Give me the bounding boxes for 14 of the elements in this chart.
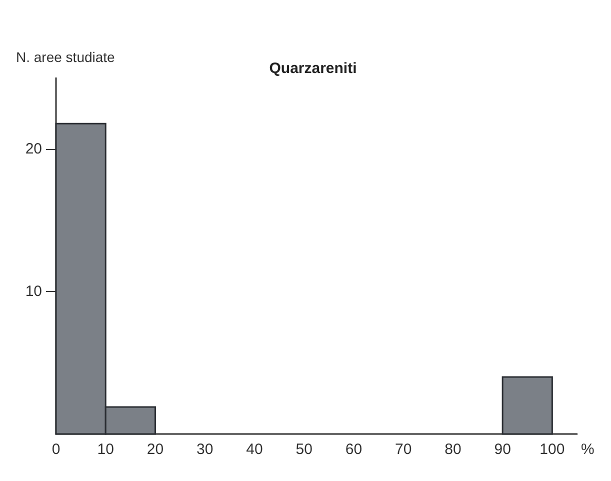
- x-tick-label: 50: [296, 441, 312, 458]
- x-tick-label: 90: [494, 441, 511, 458]
- x-tick-label: 80: [444, 441, 462, 458]
- y-axis-title: N. aree studiate: [16, 49, 116, 65]
- x-tick-label: 0: [52, 441, 60, 458]
- x-tick-label: 10: [97, 441, 114, 458]
- chart-title: Quarzareniti: [269, 60, 357, 77]
- x-tick-label: 40: [246, 441, 263, 458]
- x-tick-label: 70: [394, 441, 412, 458]
- x-tick-label: 100: [540, 441, 565, 458]
- x-axis-title: %: [581, 441, 594, 458]
- x-tick-label: 30: [196, 441, 214, 458]
- x-tick-label: 60: [345, 441, 362, 458]
- x-tick-label: 20: [146, 441, 164, 458]
